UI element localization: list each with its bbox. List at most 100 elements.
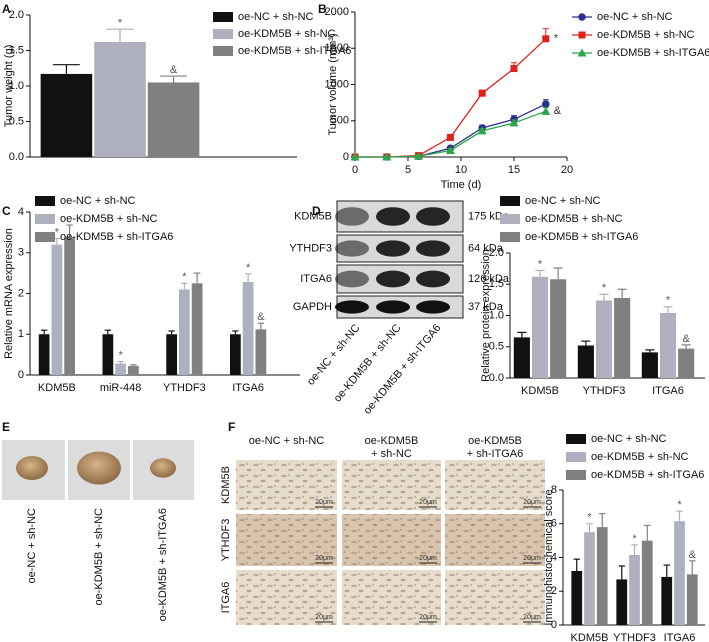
- ihc-texture: [236, 570, 337, 625]
- error-bar: [160, 75, 187, 83]
- tumor: [77, 451, 121, 485]
- annotation: *: [554, 33, 559, 45]
- y-axis-label: Tumor weight (g): [3, 45, 15, 128]
- bar: [38, 334, 50, 375]
- ihc-texture: [342, 514, 441, 566]
- ihc-texture: [236, 514, 337, 566]
- marker: [478, 89, 486, 97]
- scale-label: 20μm: [419, 614, 437, 621]
- bar: [51, 244, 63, 375]
- error-bar: [663, 564, 670, 577]
- y-tick-label: 3: [18, 247, 24, 259]
- bar: [115, 363, 126, 375]
- marker: [510, 65, 518, 73]
- y-tick-label: 4: [18, 206, 24, 218]
- error-bar: [645, 349, 655, 353]
- y-tick-label: 2: [18, 287, 24, 299]
- ihc-column: oe-KDM5B: [365, 435, 419, 447]
- error-bar: [257, 322, 265, 330]
- scale-label: 20μm: [315, 555, 333, 562]
- blot-band: [416, 270, 450, 288]
- legend-label: oe-NC + sh-NC: [597, 11, 673, 23]
- error-bar: [40, 329, 48, 335]
- y-tick-label: 1500: [325, 42, 349, 54]
- marker: [509, 118, 519, 127]
- annotation: &: [257, 311, 265, 323]
- y-tick-label: 4: [551, 551, 557, 563]
- bar: [191, 283, 203, 375]
- x-tick-label: 10: [455, 164, 467, 176]
- legend-label: oe-NC + sh-NC: [525, 195, 601, 207]
- legend-label: oe-KDM5B + sh-NC: [597, 29, 695, 41]
- bar: [577, 345, 594, 378]
- legend-swatch: [566, 434, 586, 444]
- error-bar: [676, 510, 683, 522]
- tumor-label: oe-KDM5B + sh-NC: [93, 508, 105, 606]
- blot-protein: KDM5B: [294, 210, 332, 222]
- scale-label: 20μm: [419, 499, 437, 506]
- scale-label: 20μm: [315, 499, 333, 506]
- bar: [513, 337, 530, 378]
- blot-protein: YTHDF3: [289, 242, 332, 254]
- bar: [614, 298, 631, 378]
- x-tick-label: ITGA6: [232, 382, 264, 394]
- bar: [550, 279, 567, 378]
- blot-band: [335, 270, 369, 288]
- panel-letter: D: [312, 204, 321, 218]
- error-bar: [244, 273, 252, 283]
- x-tick-label: YTHDF3: [583, 385, 626, 397]
- error-bar: [535, 269, 545, 277]
- y-tick-label: 0.0: [9, 151, 24, 163]
- bar: [531, 276, 549, 378]
- ihc-texture: [342, 460, 441, 510]
- y-tick-label: 1: [18, 328, 24, 340]
- annotation: *: [602, 282, 607, 294]
- y-axis-label: Relative protein expression: [480, 249, 492, 382]
- blot-size: 175 kDa: [468, 210, 510, 222]
- bar: [674, 521, 685, 625]
- annotation: &: [170, 64, 178, 76]
- marker: [541, 106, 551, 115]
- error-bar: [232, 330, 239, 335]
- bar: [179, 289, 190, 375]
- legend-label: oe-KDM5B + sh-NC: [60, 213, 158, 225]
- bar: [40, 73, 93, 157]
- marker: [414, 151, 424, 160]
- marker: [477, 126, 487, 135]
- error-bar: [631, 544, 638, 555]
- y-tick-label: 2.0: [489, 247, 504, 259]
- legend-label: oe-KDM5B + sh-NC: [591, 451, 689, 463]
- y-tick-label: 0.5: [9, 115, 24, 127]
- ihc-column: + sh-NC: [371, 448, 412, 460]
- bar: [128, 366, 139, 375]
- legend-swatch: [566, 452, 586, 462]
- y-tick-label: 1.0: [9, 80, 24, 92]
- legend-swatch: [213, 46, 233, 56]
- error-bar: [599, 513, 606, 528]
- legend-swatch: [35, 232, 55, 242]
- y-tick-label: 1.5: [489, 278, 504, 290]
- blot-band: [335, 207, 369, 226]
- bar: [242, 282, 254, 375]
- bar: [571, 571, 583, 625]
- legend-swatch: [35, 214, 55, 224]
- blot-size: 37 kDa: [468, 301, 504, 313]
- y-tick-label: 0.5: [489, 341, 504, 353]
- annotation: &: [554, 105, 562, 117]
- y-tick-label: 0: [551, 619, 557, 631]
- error-bar: [517, 331, 527, 338]
- annotation: *: [182, 271, 187, 283]
- x-tick-label: YTHDF3: [613, 632, 656, 642]
- ihc-row: ITGA6: [220, 582, 232, 614]
- blot-size: 126 kDa: [468, 273, 510, 285]
- marker: [542, 35, 550, 43]
- bar: [595, 300, 613, 378]
- legend-label: oe-NC + sh-NC: [60, 195, 136, 207]
- ihc-texture: [445, 570, 545, 625]
- annotation: *: [677, 499, 682, 511]
- legend-swatch: [500, 214, 520, 224]
- bar: [94, 41, 146, 158]
- marker: [445, 145, 455, 154]
- x-tick-label: ITGA6: [652, 385, 684, 397]
- bar: [678, 348, 695, 378]
